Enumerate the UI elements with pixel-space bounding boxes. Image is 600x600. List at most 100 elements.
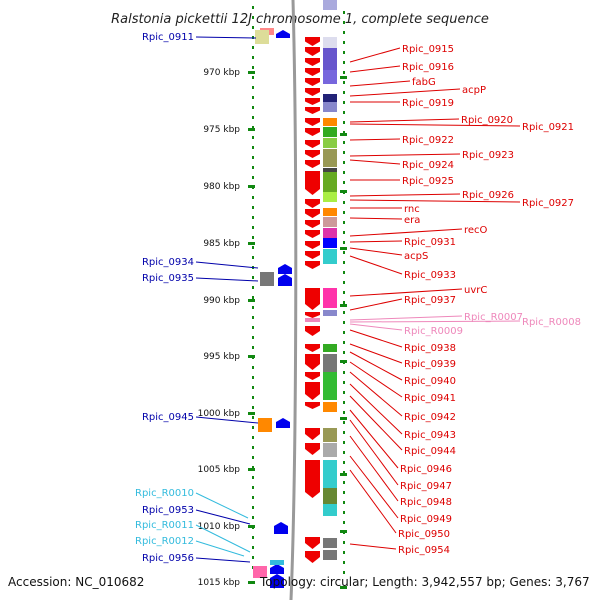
right-gene-label[interactable]: Rpic_R0009 bbox=[404, 326, 463, 337]
function-block bbox=[323, 288, 337, 308]
guide-dot bbox=[252, 376, 254, 379]
right-gene-label[interactable]: Rpic_0939 bbox=[404, 359, 456, 370]
right-gene-label[interactable]: Rpic_0922 bbox=[402, 135, 454, 146]
left-gene-label[interactable]: Rpic_R0012 bbox=[135, 536, 194, 547]
label-leader bbox=[349, 199, 521, 203]
guide-dot bbox=[252, 366, 254, 369]
gene-arrow bbox=[305, 140, 320, 148]
right-gene-label[interactable]: Rpic_0938 bbox=[404, 343, 456, 354]
label-leader bbox=[349, 217, 403, 220]
function-block bbox=[323, 372, 337, 400]
guide-dot bbox=[343, 501, 345, 504]
guide-dot bbox=[252, 556, 254, 559]
right-gene-label[interactable]: Rpic_0937 bbox=[404, 295, 456, 306]
right-gene-label[interactable]: Rpic_0944 bbox=[404, 446, 456, 457]
guide-dot bbox=[252, 226, 254, 229]
right-gene-label[interactable]: Rpic_0949 bbox=[400, 514, 452, 525]
label-leader bbox=[195, 416, 259, 424]
guide-dot bbox=[252, 506, 254, 509]
reverse-arrow bbox=[278, 274, 292, 286]
right-gene-label[interactable]: Rpic_0948 bbox=[400, 497, 452, 508]
tick-mark bbox=[248, 525, 255, 528]
tick-mark bbox=[340, 133, 347, 136]
guide-dot bbox=[252, 196, 254, 199]
guide-dot bbox=[343, 121, 345, 124]
gene-arrow bbox=[305, 344, 320, 352]
right-gene-label[interactable]: Rpic_0933 bbox=[404, 270, 456, 281]
right-gene-label[interactable]: Rpic_0931 bbox=[404, 237, 456, 248]
function-block bbox=[323, 168, 337, 172]
right-gene-label[interactable]: Rpic_0923 bbox=[462, 150, 514, 161]
right-gene-label[interactable]: Rpic_0920 bbox=[461, 115, 513, 126]
right-gene-label[interactable]: Rpic_R0007 bbox=[464, 312, 523, 323]
right-gene-label[interactable]: Rpic_0946 bbox=[400, 464, 452, 475]
gene-arrow bbox=[305, 98, 320, 105]
right-gene-label[interactable]: uvrC bbox=[464, 285, 487, 296]
gene-arrow bbox=[305, 58, 320, 66]
left-gene-label[interactable]: Rpic_0945 bbox=[142, 412, 194, 423]
guide-dot bbox=[252, 456, 254, 459]
guide-dot bbox=[343, 241, 345, 244]
guide-dot bbox=[343, 221, 345, 224]
right-gene-label[interactable]: era bbox=[404, 215, 420, 226]
guide-dot bbox=[252, 46, 254, 49]
right-gene-label[interactable]: fabG bbox=[412, 77, 436, 88]
label-leader bbox=[349, 298, 403, 311]
label-leader bbox=[349, 138, 401, 141]
gene-arrow bbox=[305, 171, 320, 195]
label-leader bbox=[349, 323, 403, 331]
right-gene-label[interactable]: Rpic_0941 bbox=[404, 393, 456, 404]
backbone-line bbox=[289, 0, 298, 600]
left-gene-label[interactable]: Rpic_0956 bbox=[142, 553, 194, 564]
right-gene-label[interactable]: acpS bbox=[404, 251, 428, 262]
function-block bbox=[323, 249, 337, 264]
guide-dot bbox=[343, 351, 345, 354]
gene-arrow bbox=[305, 37, 320, 46]
guide-dot bbox=[343, 551, 345, 554]
reverse-block bbox=[260, 272, 274, 286]
gene-arrow bbox=[305, 230, 320, 238]
tick-mark bbox=[340, 360, 347, 363]
right-gene-label[interactable]: Rpic_0925 bbox=[402, 176, 454, 187]
right-gene-label[interactable]: Rpic_0940 bbox=[404, 376, 456, 387]
right-gene-label[interactable]: Rpic_0947 bbox=[400, 481, 452, 492]
right-gene-label[interactable]: Rpic_0943 bbox=[404, 430, 456, 441]
tick-mark bbox=[248, 355, 255, 358]
right-gene-label[interactable]: acpP bbox=[462, 85, 486, 96]
right-gene-label[interactable]: Rpic_0954 bbox=[398, 545, 450, 556]
right-gene-label[interactable]: Rpic_0916 bbox=[402, 62, 454, 73]
reverse-arrow bbox=[276, 418, 290, 428]
left-gene-labels[interactable]: Rpic_0911 Rpic_0934 Rpic_0935 Rpic_0945 Rpic… bbox=[135, 32, 259, 564]
left-gene-label[interactable]: Rpic_0911 bbox=[142, 32, 194, 43]
right-gene-label[interactable]: Rpic_0919 bbox=[402, 98, 454, 109]
guide-dot bbox=[252, 176, 254, 179]
right-gene-label[interactable]: Rpic_0950 bbox=[398, 529, 450, 540]
gene-arrow bbox=[305, 209, 320, 218]
right-gene-label[interactable]: Rpic_0924 bbox=[402, 160, 454, 171]
reverse-arrow bbox=[276, 30, 290, 38]
gene-arrow bbox=[305, 160, 320, 168]
gene-arrow bbox=[305, 261, 320, 269]
left-gene-label[interactable]: Rpic_R0010 bbox=[135, 488, 194, 499]
right-gene-label[interactable]: Rpic_0921 bbox=[522, 122, 574, 133]
right-gene-label[interactable]: recO bbox=[464, 225, 488, 236]
left-gene-label[interactable]: Rpic_0953 bbox=[142, 505, 194, 516]
left-gene-label[interactable]: Rpic_R0011 bbox=[135, 520, 194, 531]
right-gene-label[interactable]: rnc bbox=[404, 204, 420, 215]
left-gene-label[interactable]: Rpic_0934 bbox=[142, 257, 194, 268]
guide-dot bbox=[252, 96, 254, 99]
right-gene-label[interactable]: Rpic_0942 bbox=[404, 412, 456, 423]
right-gene-label[interactable]: Rpic_0915 bbox=[402, 44, 454, 55]
guide-dot bbox=[252, 106, 254, 109]
right-gene-labels[interactable]: Rpic_0915 Rpic_0916 fabG acpP Rpic_0919 Rpic_… bbox=[349, 44, 581, 556]
left-gene-label[interactable]: Rpic_0935 bbox=[142, 273, 194, 284]
gene-arrow bbox=[305, 251, 320, 259]
right-gene-label[interactable]: Rpic_0927 bbox=[522, 198, 574, 209]
tick-mark bbox=[248, 71, 255, 74]
right-gene-label[interactable]: Rpic_0926 bbox=[462, 190, 514, 201]
label-leader bbox=[349, 409, 399, 469]
function-block bbox=[323, 238, 337, 248]
right-gene-label[interactable]: Rpic_R0008 bbox=[522, 317, 581, 328]
function-block bbox=[323, 428, 337, 442]
label-leader bbox=[195, 492, 249, 519]
